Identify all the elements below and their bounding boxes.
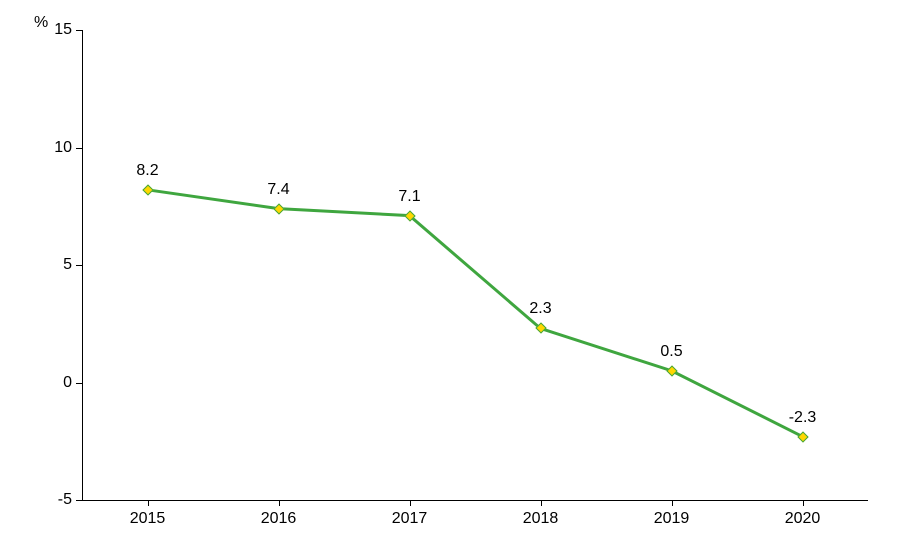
x-tick-label: 2016 [261,510,297,528]
x-tick-label: 2015 [130,510,166,528]
y-tick-label: 15 [54,21,72,39]
line-series-path [0,0,900,556]
data-point-label: 0.5 [660,343,682,361]
data-point-label: 2.3 [529,300,551,318]
x-tick-label: 2020 [785,510,821,528]
y-tick-mark [76,383,82,384]
x-axis-line [82,500,868,501]
x-tick-label: 2019 [654,510,690,528]
y-tick-label: 10 [54,139,72,157]
line-chart: % 8.27.47.12.30.5-2.3 -5051015 201520162… [0,0,900,556]
y-tick-mark [76,30,82,31]
x-tick-label: 2017 [392,510,428,528]
x-tick-label: 2018 [523,510,559,528]
data-point-label: 7.1 [398,188,420,206]
data-point-label: -2.3 [789,409,817,427]
y-tick-label: 5 [63,256,72,274]
y-tick-mark [76,148,82,149]
data-point-label: 7.4 [267,181,289,199]
y-tick-label: -5 [58,491,72,509]
y-tick-mark [76,265,82,266]
y-tick-label: 0 [63,374,72,392]
data-point-label: 8.2 [136,162,158,180]
